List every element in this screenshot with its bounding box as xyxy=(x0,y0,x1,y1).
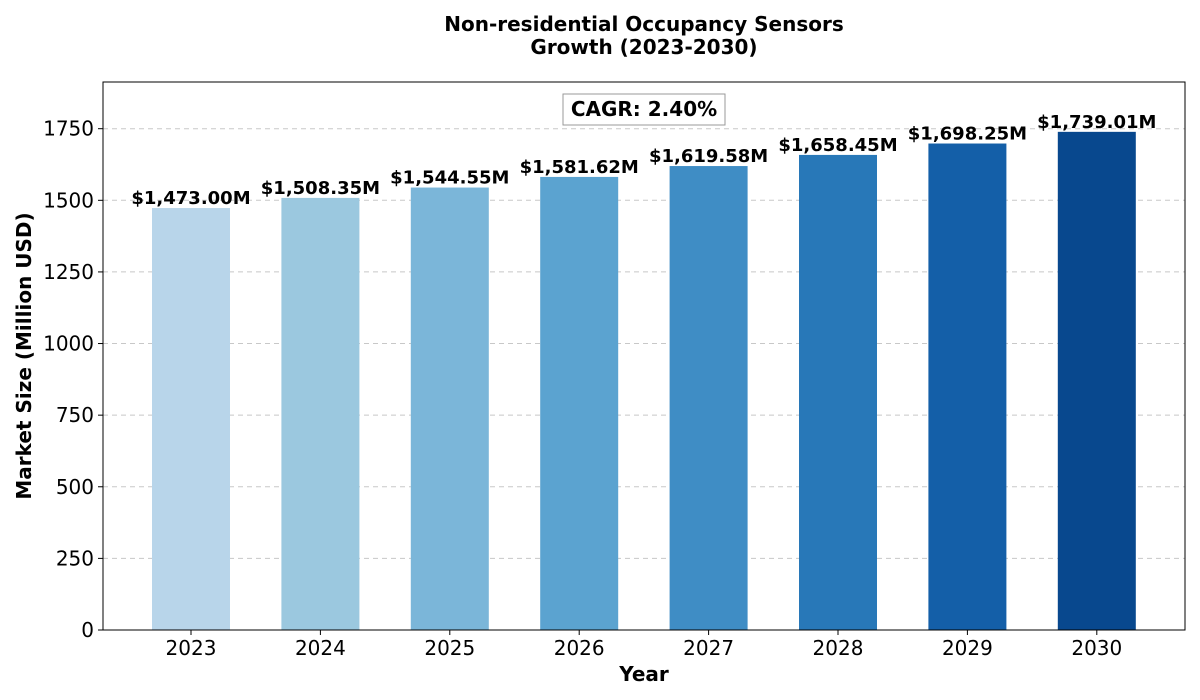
bar-value-label: $1,658.45M xyxy=(778,135,897,156)
y-tick-label: 0 xyxy=(81,618,94,642)
x-tick-label: 2026 xyxy=(554,636,605,660)
bar-2028 xyxy=(799,154,877,631)
x-tick-label: 2028 xyxy=(813,636,864,660)
bar-2027 xyxy=(669,166,748,630)
bar-value-label: $1,739.01M xyxy=(1037,112,1156,133)
bar-value-label: $1,544.55M xyxy=(390,168,509,189)
x-axis-label: Year xyxy=(618,662,669,686)
y-tick-label: 750 xyxy=(56,403,94,427)
y-tick-label: 250 xyxy=(56,546,94,570)
chart-title-line-1: Non-residential Occupancy Sensors xyxy=(444,12,844,36)
bar-value-label: $1,698.25M xyxy=(908,124,1027,145)
bar-value-label: $1,508.35M xyxy=(261,178,380,199)
x-tick-label: 2029 xyxy=(942,636,993,660)
bar-2030 xyxy=(1057,131,1136,630)
bar-2023 xyxy=(152,208,230,631)
bar-value-label: $1,619.58M xyxy=(649,146,768,167)
y-tick-label: 1750 xyxy=(43,117,94,141)
bar-2029 xyxy=(928,143,1007,630)
data-labels: $1,473.00M $1,508.35M $1,544.55M $1,581.62M… xyxy=(131,112,1156,209)
cagr-label: CAGR: 2.40% xyxy=(571,97,717,121)
y-tick-label: 500 xyxy=(56,475,94,499)
bar-value-label: $1,473.00M xyxy=(131,188,250,209)
x-tick-label: 2023 xyxy=(166,636,217,660)
y-axis-label: Market Size (Million USD) xyxy=(12,212,36,499)
cagr-box xyxy=(562,93,726,126)
axes: 0 250 500 750 1000 1250 1500 1750 2023 2024 2025 20… xyxy=(43,117,1122,660)
bar-2024 xyxy=(281,197,360,630)
x-tick-label: 2025 xyxy=(424,636,475,660)
plot-frame xyxy=(102,81,1186,631)
cagr-annotation: CAGR: 2.40% xyxy=(562,93,726,126)
bars xyxy=(152,131,1136,631)
y-tick-label: 1000 xyxy=(43,332,94,356)
chart-title-line-2: Growth (2023-2030) xyxy=(530,35,757,59)
x-tick-label: 2030 xyxy=(1071,636,1122,660)
bar-2025 xyxy=(410,187,489,630)
bar-2026 xyxy=(540,176,619,630)
y-tick-label: 1250 xyxy=(43,260,94,284)
bar-value-label: $1,581.62M xyxy=(520,157,639,178)
y-tick-label: 1500 xyxy=(43,188,94,212)
x-tick-label: 2024 xyxy=(295,636,346,660)
x-tick-label: 2027 xyxy=(683,636,734,660)
